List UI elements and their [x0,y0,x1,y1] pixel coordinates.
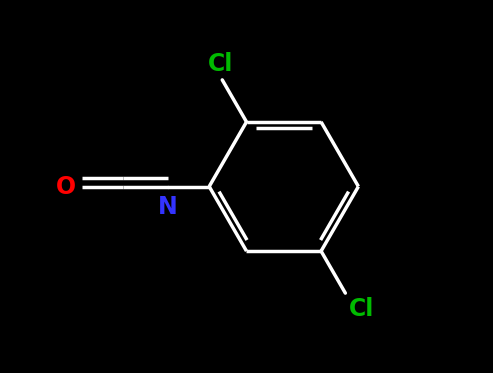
Text: N: N [158,195,178,219]
Text: O: O [56,175,76,198]
Text: Cl: Cl [208,52,233,76]
Text: Cl: Cl [349,297,375,321]
